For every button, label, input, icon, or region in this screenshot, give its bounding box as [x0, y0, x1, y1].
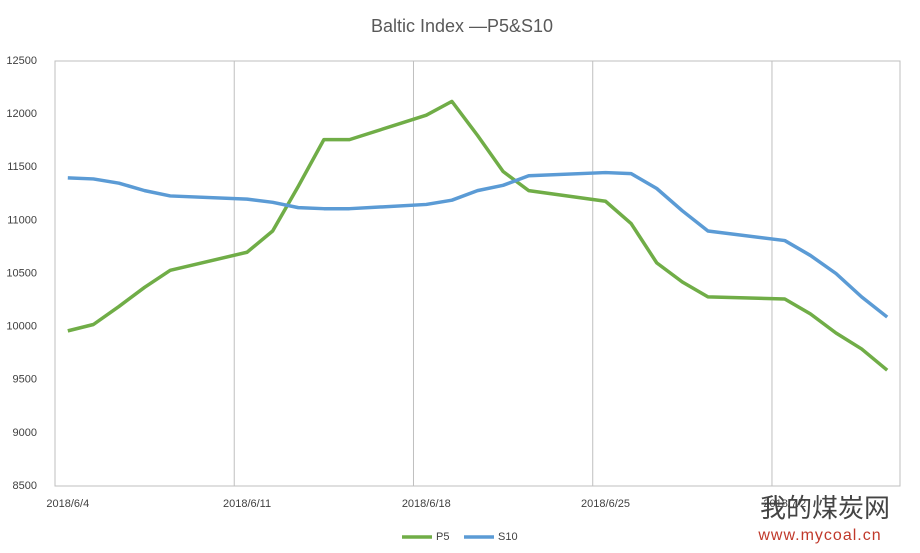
watermark-url: www.mycoal.cn — [757, 527, 881, 544]
legend-label: S10 — [498, 531, 518, 543]
x-tick-label: 2018/6/11 — [223, 498, 271, 510]
y-tick-label: 12000 — [6, 108, 37, 120]
y-tick-label: 12500 — [6, 55, 37, 67]
y-tick-label: 9500 — [13, 374, 37, 386]
series-line — [67, 170, 889, 319]
x-tick-label: 2018/6/4 — [46, 498, 89, 510]
x-tick-label: 2018/7/2 — [763, 498, 806, 510]
y-tick-label: 11000 — [7, 214, 37, 226]
x-tick-label: 2018/6/25 — [581, 498, 630, 510]
y-tick-label: 10500 — [6, 267, 37, 279]
x-tick-label: 2018/6/18 — [402, 498, 451, 510]
y-tick-label: 9000 — [13, 427, 37, 439]
y-tick-label: 11500 — [7, 161, 37, 173]
chart-title: Baltic Index —P5&S10 — [371, 16, 553, 36]
legend-label: P5 — [436, 531, 449, 543]
watermark-name: 我的煤炭网 — [760, 493, 890, 523]
y-tick-label: 8500 — [13, 480, 37, 492]
series-line — [67, 99, 889, 372]
y-tick-label: 10000 — [6, 321, 37, 333]
